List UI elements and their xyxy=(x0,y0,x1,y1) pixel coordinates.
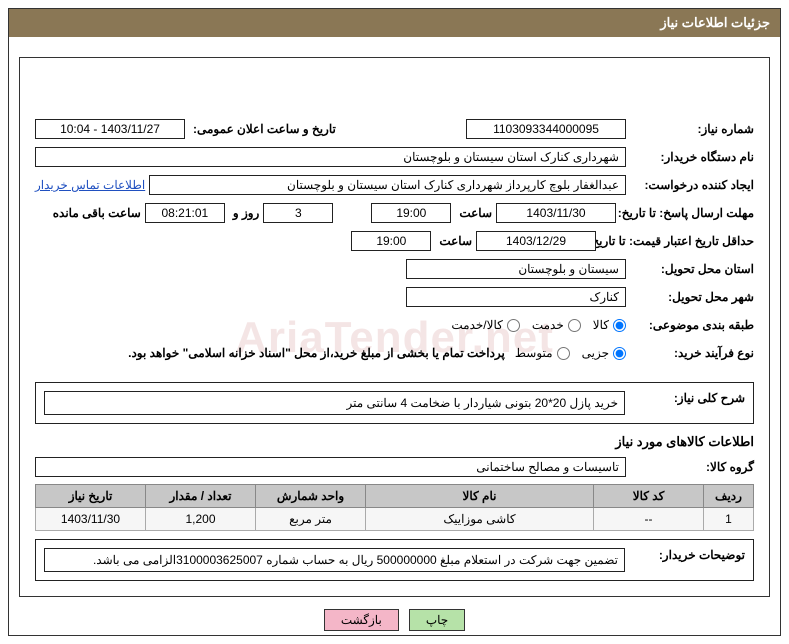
field-buyer-org: شهرداری کنارک استان سیستان و بلوچستان xyxy=(35,147,626,167)
label-days-and: روز و xyxy=(233,206,260,220)
back-button[interactable]: بازگشت xyxy=(324,609,399,631)
field-province: سیستان و بلوچستان xyxy=(406,259,626,279)
label-buyer-org: نام دستگاه خریدار: xyxy=(634,150,754,164)
th-name: نام کالا xyxy=(366,485,594,508)
th-row: ردیف xyxy=(704,485,754,508)
radio-partial-input[interactable] xyxy=(613,347,626,360)
label-process: نوع فرآیند خرید: xyxy=(634,346,754,360)
link-buyer-contact[interactable]: اطلاعات تماس خریدار xyxy=(35,178,145,192)
cell-name: کاشی موزاییک xyxy=(366,508,594,531)
window-title: جزئیات اطلاعات نیاز xyxy=(660,15,770,30)
radio-service-label: خدمت xyxy=(532,318,564,332)
table-row: 1 -- کاشی موزاییک متر مربع 1,200 1403/11… xyxy=(36,508,754,531)
row-requester: ایجاد کننده درخواست: عبدالغفار بلوچ کارپ… xyxy=(35,174,754,196)
label-category: طبقه بندی موضوعی: xyxy=(634,318,754,332)
radio-service[interactable]: خدمت xyxy=(532,318,581,332)
radio-service-input[interactable] xyxy=(568,319,581,332)
label-city: شهر محل تحویل: xyxy=(634,290,754,304)
label-reply-deadline: مهلت ارسال پاسخ: تا تاریخ: xyxy=(624,206,754,220)
cell-qty: 1,200 xyxy=(146,508,256,531)
radio-partial[interactable]: جزیی xyxy=(582,346,626,360)
field-need-number: 1103093344000095 xyxy=(466,119,626,139)
radio-group-category: کالا خدمت کالا/خدمت xyxy=(451,318,626,332)
radio-goods-service[interactable]: کالا/خدمت xyxy=(451,318,519,332)
radio-medium[interactable]: متوسط xyxy=(515,346,570,360)
radio-goods-service-label: کالا/خدمت xyxy=(451,318,502,332)
cell-unit: متر مربع xyxy=(256,508,366,531)
cell-row: 1 xyxy=(704,508,754,531)
label-hour-1: ساعت xyxy=(459,206,492,220)
window: جزئیات اطلاعات نیاز AriaTender.net شماره… xyxy=(8,8,781,636)
field-validity-hour: 19:00 xyxy=(351,231,431,251)
row-reply-deadline: مهلت ارسال پاسخ: تا تاریخ: 1403/11/30 سا… xyxy=(35,202,754,224)
goods-table: ردیف کد کالا نام کالا واحد شمارش تعداد /… xyxy=(35,484,754,531)
label-announce-datetime: تاریخ و ساعت اعلان عمومی: xyxy=(193,122,336,136)
row-process: نوع فرآیند خرید: جزیی متوسط پرداخت تمام … xyxy=(35,342,754,364)
print-button[interactable]: چاپ xyxy=(409,609,465,631)
radio-goods-service-input[interactable] xyxy=(507,319,520,332)
field-city: کنارک xyxy=(406,287,626,307)
label-time-remaining: ساعت باقی مانده xyxy=(53,206,141,220)
radio-goods-label: کالا xyxy=(593,318,609,332)
need-summary-box: شرح کلی نیاز: خرید پازل 20*20 بتونی شیار… xyxy=(35,382,754,424)
label-requester: ایجاد کننده درخواست: xyxy=(634,178,754,192)
content-panel: AriaTender.net شماره نیاز: 1103093344000… xyxy=(19,57,770,597)
purchase-note: پرداخت تمام یا بخشی از مبلغ خرید،از محل … xyxy=(128,346,505,360)
label-price-validity: حداقل تاریخ اعتبار قیمت: تا تاریخ: xyxy=(604,234,754,248)
row-price-validity: حداقل تاریخ اعتبار قیمت: تا تاریخ: 1403/… xyxy=(35,230,754,252)
section-goods-info: اطلاعات کالاهای مورد نیاز xyxy=(35,434,754,450)
th-unit: واحد شمارش xyxy=(256,485,366,508)
field-validity-date: 1403/12/29 xyxy=(476,231,596,251)
row-goods-group: گروه کالا: تاسیسات و مصالح ساختمانی xyxy=(35,456,754,478)
label-goods-group: گروه کالا: xyxy=(634,460,754,474)
row-city: شهر محل تحویل: کنارک xyxy=(35,286,754,308)
row-province: استان محل تحویل: سیستان و بلوچستان xyxy=(35,258,754,280)
title-bar: جزئیات اطلاعات نیاز xyxy=(9,9,780,37)
label-buyer-notes: توضیحات خریدار: xyxy=(625,548,745,562)
button-row: چاپ بازگشت xyxy=(9,609,780,635)
row-need-number: شماره نیاز: 1103093344000095 تاریخ و ساع… xyxy=(35,118,754,140)
buyer-notes-box: توضیحات خریدار: تضمین جهت شرکت در استعلا… xyxy=(35,539,754,581)
th-code: کد کالا xyxy=(594,485,704,508)
label-province: استان محل تحویل: xyxy=(634,262,754,276)
field-reply-hour: 19:00 xyxy=(371,203,451,223)
field-requester: عبدالغفار بلوچ کارپرداز شهرداری کنارک اس… xyxy=(149,175,626,195)
field-remaining-days: 3 xyxy=(263,203,333,223)
th-qty: تعداد / مقدار xyxy=(146,485,256,508)
label-need-summary: شرح کلی نیاز: xyxy=(625,391,745,405)
radio-medium-label: متوسط xyxy=(515,346,553,360)
radio-goods-input[interactable] xyxy=(613,319,626,332)
cell-date: 1403/11/30 xyxy=(36,508,146,531)
field-need-summary: خرید پازل 20*20 بتونی شیاردار با ضخامت 4… xyxy=(44,391,625,415)
radio-goods[interactable]: کالا xyxy=(593,318,626,332)
label-need-number: شماره نیاز: xyxy=(634,122,754,136)
field-buyer-notes: تضمین جهت شرکت در استعلام مبلغ 500000000… xyxy=(44,548,625,572)
radio-medium-input[interactable] xyxy=(557,347,570,360)
field-goods-group: تاسیسات و مصالح ساختمانی xyxy=(35,457,626,477)
row-buyer-org: نام دستگاه خریدار: شهرداری کنارک استان س… xyxy=(35,146,754,168)
radio-partial-label: جزیی xyxy=(582,346,609,360)
radio-group-process: جزیی متوسط xyxy=(515,346,626,360)
row-category: طبقه بندی موضوعی: کالا خدمت کالا/خدمت xyxy=(35,314,754,336)
table-header-row: ردیف کد کالا نام کالا واحد شمارش تعداد /… xyxy=(36,485,754,508)
th-date: تاریخ نیاز xyxy=(36,485,146,508)
label-hour-2: ساعت xyxy=(439,234,472,248)
field-announce-datetime: 1403/11/27 - 10:04 xyxy=(35,119,185,139)
field-remaining-time: 08:21:01 xyxy=(145,203,225,223)
field-reply-date: 1403/11/30 xyxy=(496,203,616,223)
cell-code: -- xyxy=(594,508,704,531)
